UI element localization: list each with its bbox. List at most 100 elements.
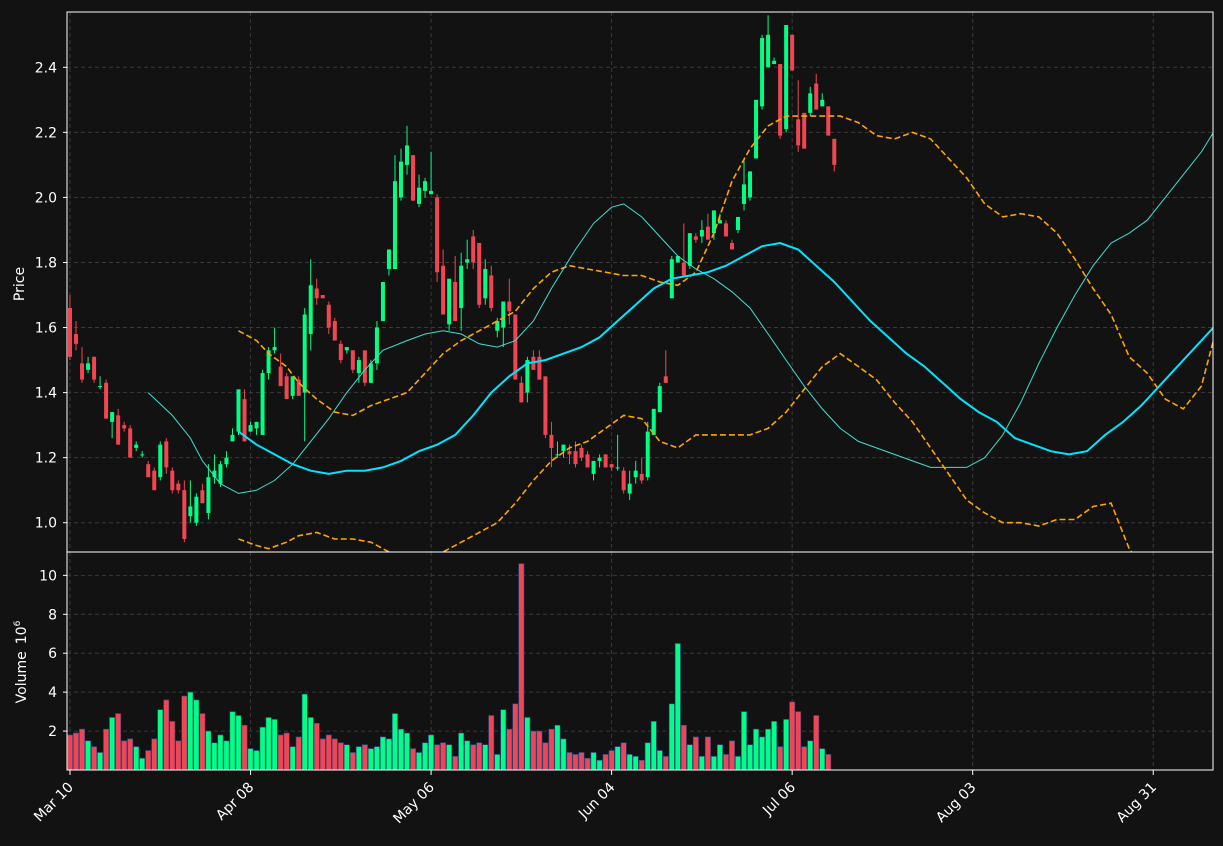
volume-bar bbox=[206, 731, 211, 770]
volume-bar bbox=[723, 754, 728, 770]
volume-bar bbox=[808, 741, 813, 770]
volume-bar bbox=[152, 739, 157, 770]
volume-bar bbox=[489, 716, 494, 771]
volume-bar bbox=[236, 716, 241, 771]
volume-bar bbox=[278, 735, 283, 770]
candle-body bbox=[255, 422, 259, 429]
volume-bar bbox=[434, 745, 439, 770]
volume-bar bbox=[296, 737, 301, 770]
volume-bar bbox=[663, 756, 668, 770]
candle-body bbox=[465, 259, 469, 262]
volume-bar bbox=[477, 743, 482, 770]
volume-bar bbox=[85, 741, 90, 770]
volume-bar bbox=[783, 719, 788, 770]
candle-body bbox=[778, 64, 782, 136]
candle-body bbox=[176, 484, 180, 491]
volume-bar bbox=[224, 741, 229, 770]
candle-body bbox=[140, 454, 144, 455]
candle-body bbox=[74, 334, 78, 344]
candle-body bbox=[604, 454, 608, 467]
volume-bar bbox=[320, 739, 325, 770]
volume-bar bbox=[212, 743, 217, 770]
volume-bar bbox=[675, 643, 680, 770]
candle-body bbox=[230, 435, 234, 442]
candle-body bbox=[200, 490, 204, 503]
volume-bar bbox=[182, 696, 187, 770]
candle-body bbox=[92, 357, 96, 380]
volume-bar bbox=[128, 739, 133, 770]
volume-bar bbox=[459, 733, 464, 770]
volume-bar bbox=[115, 714, 120, 770]
price-tick-label: 1.0 bbox=[35, 516, 57, 532]
candle-body bbox=[441, 266, 445, 315]
volume-bar bbox=[386, 739, 391, 770]
volume-bar bbox=[603, 754, 608, 770]
candle-body bbox=[291, 376, 295, 396]
candle-body bbox=[622, 471, 626, 491]
candle-body bbox=[273, 347, 277, 350]
volume-bar bbox=[471, 745, 476, 770]
volume-bar bbox=[254, 751, 259, 770]
volume-bar bbox=[561, 739, 566, 770]
volume-bar bbox=[729, 741, 734, 770]
volume-bar bbox=[765, 729, 770, 770]
candle-body bbox=[309, 285, 313, 334]
candle-body bbox=[435, 197, 439, 272]
candle-body bbox=[399, 162, 403, 198]
volume-bar bbox=[790, 702, 795, 770]
candle-body bbox=[429, 191, 433, 194]
candle-body bbox=[417, 188, 421, 204]
candle-body bbox=[369, 363, 373, 383]
volume-bar bbox=[693, 737, 698, 770]
volume-bar bbox=[368, 749, 373, 770]
volume-bar bbox=[242, 725, 247, 770]
volume-bar bbox=[194, 700, 199, 770]
volume-bar bbox=[140, 758, 145, 770]
candle-body bbox=[249, 425, 253, 432]
volume-bar bbox=[404, 733, 409, 770]
volume-bar bbox=[771, 721, 776, 770]
candle-body bbox=[561, 445, 565, 452]
candle-body bbox=[122, 425, 126, 428]
volume-bar bbox=[122, 741, 127, 770]
volume-bar bbox=[621, 743, 626, 770]
volume-bar bbox=[374, 747, 379, 770]
volume-bar bbox=[669, 704, 674, 770]
candle-body bbox=[315, 289, 319, 299]
volume-bar bbox=[103, 729, 108, 770]
candle-body bbox=[333, 321, 337, 341]
volume-bar bbox=[356, 747, 361, 770]
candle-body bbox=[736, 217, 740, 230]
volume-bar bbox=[392, 714, 397, 770]
volume-bar bbox=[146, 751, 151, 770]
candle-body bbox=[170, 471, 174, 491]
candle-body bbox=[628, 484, 632, 494]
volume-bar bbox=[753, 729, 758, 770]
candle-body bbox=[218, 464, 222, 484]
candle-body bbox=[339, 344, 343, 360]
candle-body bbox=[98, 386, 102, 387]
candle-body bbox=[489, 275, 493, 308]
volume-label-text: Volume bbox=[14, 651, 30, 703]
candle-body bbox=[279, 367, 283, 387]
volume-bar bbox=[200, 714, 205, 770]
candle-body bbox=[682, 262, 686, 275]
volume-bar bbox=[97, 752, 102, 770]
volume-bar bbox=[513, 704, 518, 770]
volume-bar bbox=[398, 729, 403, 770]
volume-bar bbox=[814, 716, 819, 771]
candle-body bbox=[519, 383, 523, 403]
volume-bar bbox=[591, 752, 596, 770]
candle-body bbox=[194, 497, 198, 523]
candle-body bbox=[549, 435, 553, 448]
volume-bar bbox=[525, 717, 530, 770]
volume-bar bbox=[747, 745, 752, 770]
volume-unit-base: 10 bbox=[14, 626, 30, 644]
volume-bar bbox=[416, 752, 421, 770]
candle-body bbox=[742, 184, 746, 204]
candle-body bbox=[387, 249, 391, 269]
volume-bar bbox=[802, 747, 807, 770]
candle-body bbox=[411, 155, 415, 201]
candle-body bbox=[327, 305, 331, 328]
